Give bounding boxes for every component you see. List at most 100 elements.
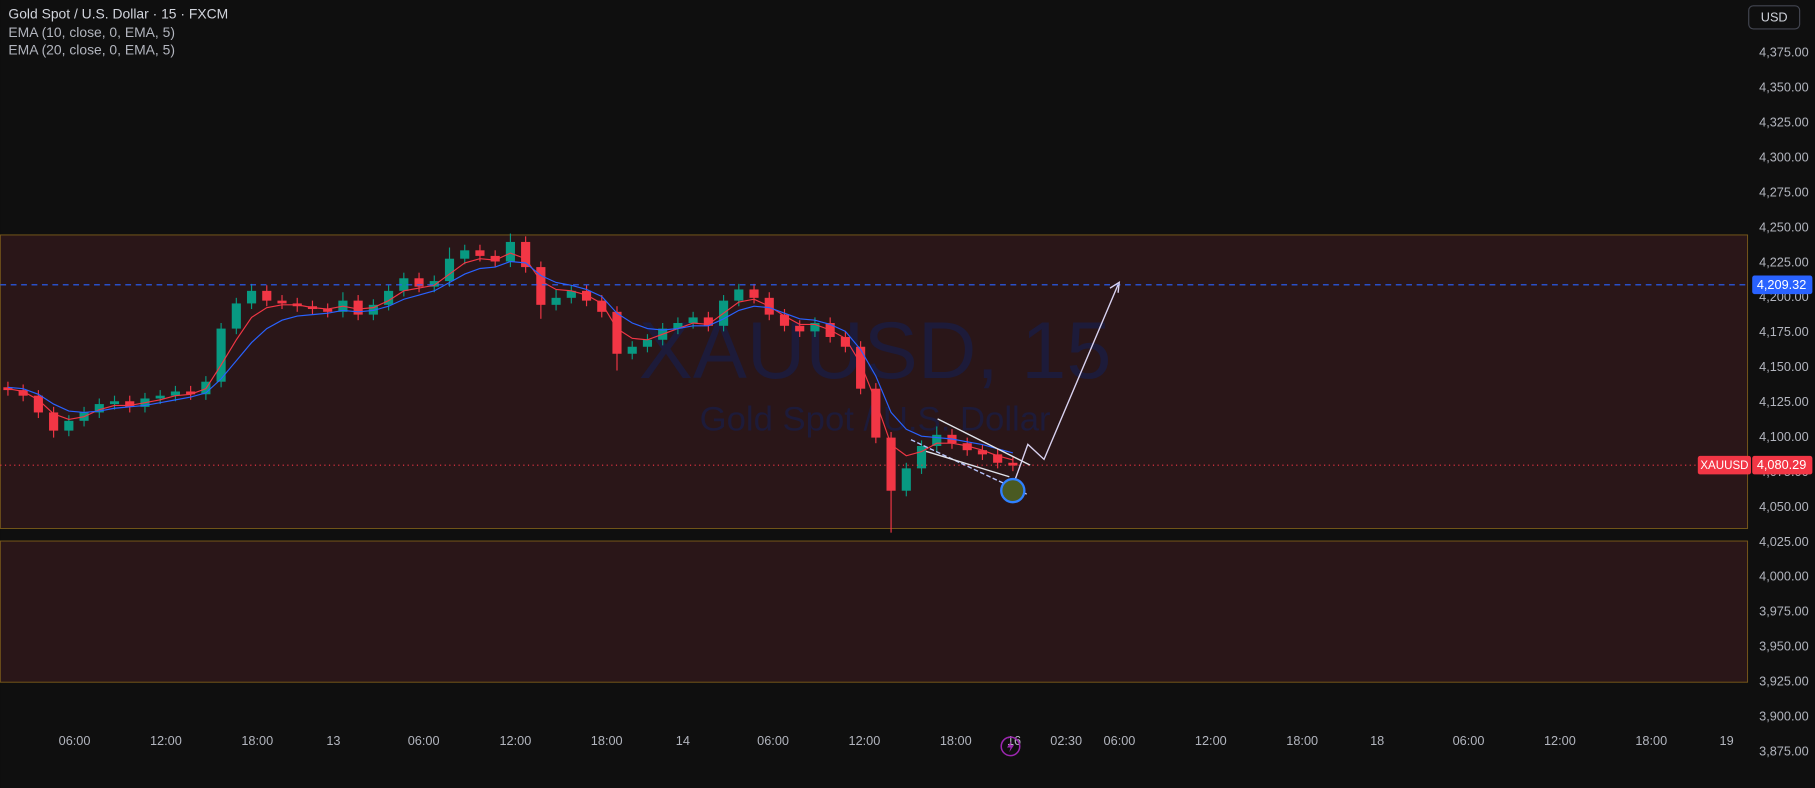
candle-body [703,317,713,326]
y-tick-label: 4,000.00 [1759,569,1809,584]
x-tick-label: 12:00 [849,733,881,748]
candle-body [916,445,927,469]
x-tick-label: 06:00 [1104,733,1136,748]
candle-body [688,317,698,323]
candle-body [18,390,28,396]
y-tick-label: 4,300.00 [1759,149,1809,164]
candle-body [262,290,272,301]
candle-body [33,395,43,413]
candle-body [94,404,104,413]
candle-body [323,309,333,312]
alert-icon[interactable] [1000,736,1021,757]
candle-body [490,255,500,262]
currency-label[interactable]: USD [1761,9,1788,24]
projection-path [1012,284,1119,487]
y-tick-label: 3,875.00 [1759,743,1809,758]
y-tick-label: 3,975.00 [1759,604,1809,619]
candle-body [581,290,592,301]
candle-body [993,454,1003,463]
alert-bolt [1007,740,1014,753]
candle-body [444,258,455,282]
candle-body [734,289,744,301]
candle-body [642,339,653,347]
y-tick-label: 3,900.00 [1759,708,1809,723]
candle-body [64,420,74,431]
candle-body [155,395,165,399]
candle-body [932,434,942,446]
candle-body [977,450,988,455]
candle-body [429,281,439,287]
price-tag-label: 4,080.29 [1757,457,1807,472]
marker-circle [1000,477,1026,504]
watermark: XAUUSD, 15 [639,306,1112,396]
candle-body [871,388,881,438]
candle-body [810,322,820,332]
price-tag [1752,275,1813,295]
x-tick-label: 18:00 [1286,733,1318,748]
candle-body [368,304,378,315]
candle-body [597,300,607,312]
candle-body [856,346,866,389]
candle-body [384,290,394,305]
ema-line [7,260,1014,454]
candle-body [277,300,287,304]
x-tick-label: 18:00 [591,733,623,748]
candle-body [231,303,241,329]
channel-line [925,450,1010,478]
y-tick-label: 4,225.00 [1759,254,1809,269]
x-tick-label: 18:00 [241,733,273,748]
candle-body [551,297,561,305]
x-tick-label: 06:00 [408,733,440,748]
candle-body [505,241,515,262]
candle-body [460,250,470,259]
candle-body [673,322,683,329]
candle-body [521,241,531,268]
y-tick-label: 4,325.00 [1759,114,1809,129]
candle-body [49,412,59,431]
symbol-title: Gold Spot / U.S. Dollar · 15 · FXCM [8,6,228,22]
drawings [910,280,1121,504]
candle-body [353,300,363,315]
candle-body [962,443,972,451]
candle-body [749,289,759,298]
currency-button[interactable] [1748,5,1801,30]
zone [0,234,1749,529]
y-tick-label: 4,250.00 [1759,219,1809,234]
candle-body [1008,462,1018,466]
arrow-head [1109,280,1121,293]
x-tick-label: 18:00 [1635,733,1667,748]
ema-line [7,252,1014,461]
y-tick-label: 3,950.00 [1759,639,1809,654]
candle-body [216,328,226,382]
y-tick-label: 4,125.00 [1759,394,1809,409]
price-tag [1752,455,1813,475]
candle-body [170,391,180,396]
candle-body [125,401,135,407]
x-tick-label: 19 [1720,733,1734,748]
indicator-legend: EMA (20, close, 0, EMA, 5) [8,42,175,58]
zone [0,540,1749,683]
x-tick-label: 12:00 [499,733,531,748]
candle-body [627,346,637,354]
candle-body [246,290,257,304]
candle-body [886,437,896,491]
x-tick-label: 12:00 [1544,733,1576,748]
y-tick-label: 4,175.00 [1759,324,1809,339]
symbol-tag [1697,455,1752,475]
indicator-legend: EMA (10, close, 0, EMA, 5) [8,24,175,40]
y-tick-label: 4,025.00 [1759,534,1809,549]
y-tick-label: 4,350.00 [1759,80,1809,95]
x-tick-label: 06:00 [757,733,789,748]
candle-body [901,468,911,491]
x-tick-label: 18 [1370,733,1384,748]
x-tick-label: 06:00 [59,733,91,748]
x-tick-label: 18:00 [940,733,972,748]
y-tick-label: 3,925.00 [1759,674,1809,689]
y-tick-label: 4,375.00 [1759,45,1809,60]
y-tick-label: 4,150.00 [1759,359,1809,374]
candle-body [536,267,546,305]
candle-body [475,250,485,256]
candle-body [109,401,120,405]
candle-body [186,391,196,395]
